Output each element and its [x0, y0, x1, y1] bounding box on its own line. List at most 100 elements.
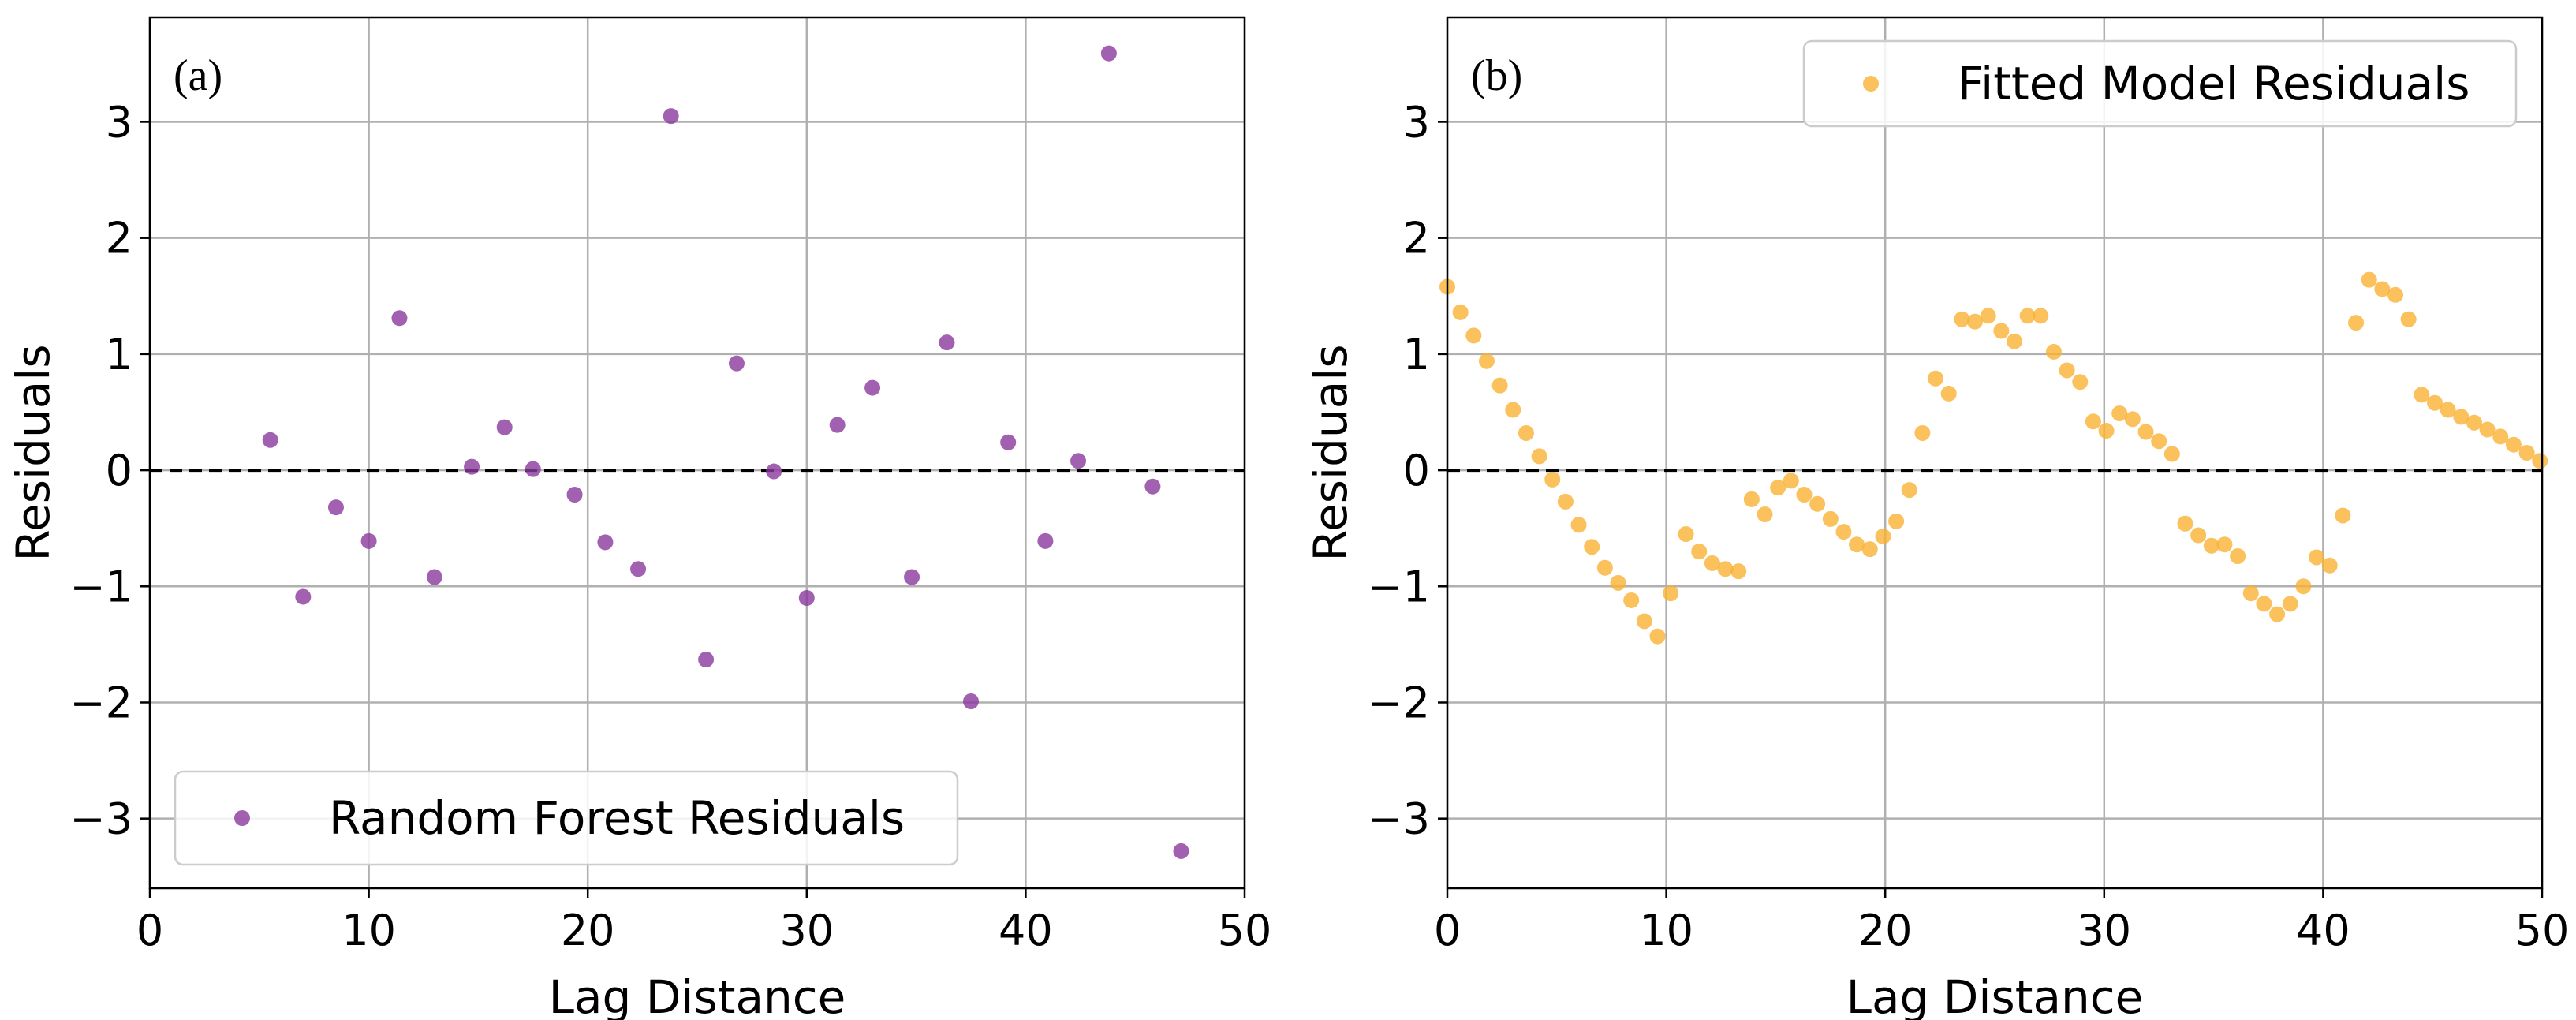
x-tick-label: 20 [561, 906, 615, 955]
data-point [1849, 536, 1865, 553]
y-tick-label: 1 [1403, 330, 1430, 379]
data-point [663, 108, 679, 125]
y-tick-label: 1 [106, 330, 133, 379]
data-point [2295, 578, 2312, 595]
data-point [1000, 434, 1017, 450]
data-point [2309, 549, 2325, 566]
data-point [2111, 405, 2128, 421]
x-axis-title: Lag Distance [1846, 970, 2144, 1020]
data-point [525, 461, 541, 477]
data-point [2033, 308, 2049, 324]
data-point [1100, 45, 1117, 62]
y-tick-label: 3 [106, 97, 133, 147]
data-point [2203, 537, 2219, 554]
data-point [262, 432, 278, 448]
legend: Fitted Model Residuals [1802, 39, 2518, 128]
y-tick-label: −2 [69, 678, 133, 727]
x-tick-label: 0 [136, 906, 163, 955]
axes-frame [1446, 16, 2544, 890]
data-point [939, 334, 955, 351]
data-point [1544, 471, 1561, 488]
data-point [1037, 532, 1054, 549]
data-point [1596, 559, 1613, 576]
data-point [1518, 424, 1534, 441]
data-point [464, 458, 480, 475]
data-point [829, 417, 846, 433]
data-point [2085, 413, 2101, 430]
data-point [1835, 524, 1852, 540]
data-point [1770, 480, 1786, 496]
x-tick-label: 10 [342, 906, 396, 955]
data-point [1954, 311, 1970, 327]
legend-label: Random Forest Residuals [329, 791, 905, 845]
data-point [2518, 445, 2535, 461]
data-point [1717, 561, 1734, 577]
data-point [1649, 628, 1666, 645]
data-point [1491, 377, 1508, 394]
data-point [1928, 370, 1944, 387]
y-tick-label: −3 [69, 794, 133, 844]
data-point [1914, 424, 1931, 441]
data-point [2374, 281, 2391, 297]
data-point [1570, 517, 1587, 533]
data-point [391, 310, 408, 327]
data-point [1796, 486, 1813, 503]
data-point [2124, 411, 2141, 428]
data-point [1901, 482, 1917, 499]
data-point [2400, 311, 2417, 327]
data-point [1691, 544, 1708, 560]
data-point [2059, 362, 2075, 379]
data-point [2006, 333, 2022, 349]
data-point [2137, 424, 2154, 440]
data-point [1610, 574, 1626, 591]
data-point [698, 652, 715, 668]
data-point [2426, 394, 2443, 411]
data-point [496, 419, 513, 435]
data-point [1584, 539, 1600, 555]
x-tick-label: 40 [999, 906, 1053, 955]
data-point [2466, 414, 2482, 431]
x-tick-label: 30 [2077, 906, 2131, 955]
y-axis-title: Residuals [1304, 344, 1357, 561]
data-point [1557, 493, 1574, 510]
data-point [1980, 308, 1996, 324]
legend-label: Fitted Model Residuals [1958, 57, 2470, 110]
y-tick-label: −3 [1367, 794, 1430, 844]
data-point [2072, 374, 2089, 390]
data-point [1875, 528, 1891, 544]
legend-box [174, 770, 959, 866]
data-point [1070, 453, 1087, 469]
data-point [1940, 385, 1957, 402]
legend-marker [234, 810, 250, 826]
data-point [1730, 563, 1747, 580]
data-point [864, 379, 881, 396]
data-point [630, 561, 647, 577]
data-point [1531, 448, 1547, 465]
data-point [963, 693, 979, 710]
data-point [1822, 510, 1839, 527]
data-point [1993, 323, 2010, 339]
data-point [1144, 478, 1161, 495]
data-point [728, 355, 745, 372]
data-point [1678, 526, 1694, 543]
data-point [426, 569, 442, 585]
data-point [1623, 592, 1640, 608]
data-point [1173, 843, 1189, 859]
data-point [1704, 555, 1720, 571]
y-axis-title: Residuals [6, 344, 60, 561]
panel-label: (a) [174, 51, 222, 100]
y-tick-label: 2 [106, 214, 133, 263]
legend-marker [1863, 76, 1879, 92]
x-tick-label: 50 [2515, 906, 2570, 955]
data-point [1663, 585, 1679, 602]
data-point [327, 499, 344, 516]
data-point [1809, 495, 1826, 512]
x-tick-label: 50 [1218, 906, 1272, 955]
data-point [1478, 353, 1495, 369]
data-point [2256, 596, 2272, 612]
data-point [2335, 507, 2351, 524]
data-point [1743, 491, 1760, 507]
